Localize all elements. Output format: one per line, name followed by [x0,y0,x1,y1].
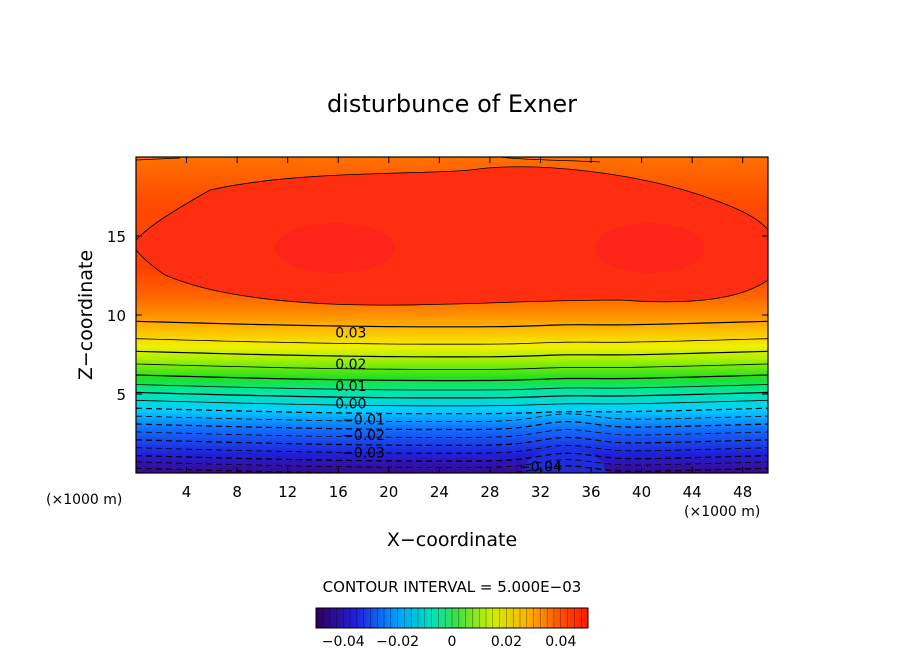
contour-line [136,429,768,438]
contour-line [136,407,768,415]
colorbar-ticks: −0.04 −0.02 0 0.02 0.04 [322,634,577,650]
x-tick-label: 4 [182,483,192,501]
y-axis-ticks: 5 10 15 [107,228,768,404]
high-core-left [275,223,395,273]
colorbar-tick-label: 0.02 [491,634,522,650]
contour-line [136,436,768,446]
colorbar-tick-label: −0.04 [322,634,365,650]
contour-line [136,384,768,391]
contour-line [136,350,768,358]
contour-label: 0.02 [335,357,366,373]
y-tick-label: 15 [107,228,126,246]
x-tick-label: 36 [581,483,600,501]
colorbar-tick-label: 0 [448,634,457,650]
colorbar-divisions [322,608,582,628]
x-tick-label: 28 [480,483,499,501]
colorbar-frame [315,607,589,629]
x-axis-label: X−coordinate [387,529,517,551]
contour-line-high [136,166,768,306]
contour-line-top [136,157,601,163]
x-unit-right: (×1000 m) [684,504,760,520]
high-core-right [595,223,705,273]
contour-field [136,157,768,473]
contour-line [136,444,768,454]
x-tick-label: 16 [329,483,348,501]
contour-line [136,413,768,422]
x-unit-left: (×1000 m) [46,492,122,508]
contour-line [136,320,768,328]
x-tick-label: 44 [683,483,702,501]
contour-line [136,374,768,382]
contour-lines [136,157,768,473]
contour-line [136,391,768,399]
contour-line [136,452,768,462]
contour-label: 0.01 [335,379,366,395]
contour-label: −0.03 [342,445,385,461]
y-axis-label: Z−coordinate [75,250,97,380]
x-tick-label: 8 [232,483,242,501]
x-tick-label: 48 [733,483,752,501]
contour-line [136,399,768,407]
contour-line [136,420,768,431]
contour-line [136,459,768,468]
x-tick-label: 20 [379,483,398,501]
contour-label: −0.01 [342,412,385,428]
contour-line [136,363,768,370]
contour-line [136,465,768,473]
bottom-bump [525,448,605,473]
x-tick-label: 40 [632,483,651,501]
contour-interval-text: CONTOUR INTERVAL = 5.000E−03 [323,578,582,596]
high-core-region [136,166,768,306]
y-tick-label: 5 [116,386,126,404]
y-tick-label: 10 [107,307,126,325]
contour-line [136,338,768,345]
contour-label: −0.02 [342,428,385,444]
x-tick-label: 24 [430,483,449,501]
colorbar-tick-label: −0.02 [376,634,419,650]
colorbar-tick-label: 0.04 [545,634,576,650]
contour-labels: 0.030.020.010.00−0.01−0.02−0.03−0.04 [335,325,562,475]
chart-title: disturbunce of Exner [327,90,577,118]
x-axis-ticks: 4 8 12 16 20 24 28 32 36 40 44 48 [182,157,752,501]
x-tick-label: 12 [278,483,297,501]
contour-label: 0.03 [335,325,366,341]
contour-label: 0.00 [335,396,366,412]
x-tick-label: 32 [531,483,550,501]
